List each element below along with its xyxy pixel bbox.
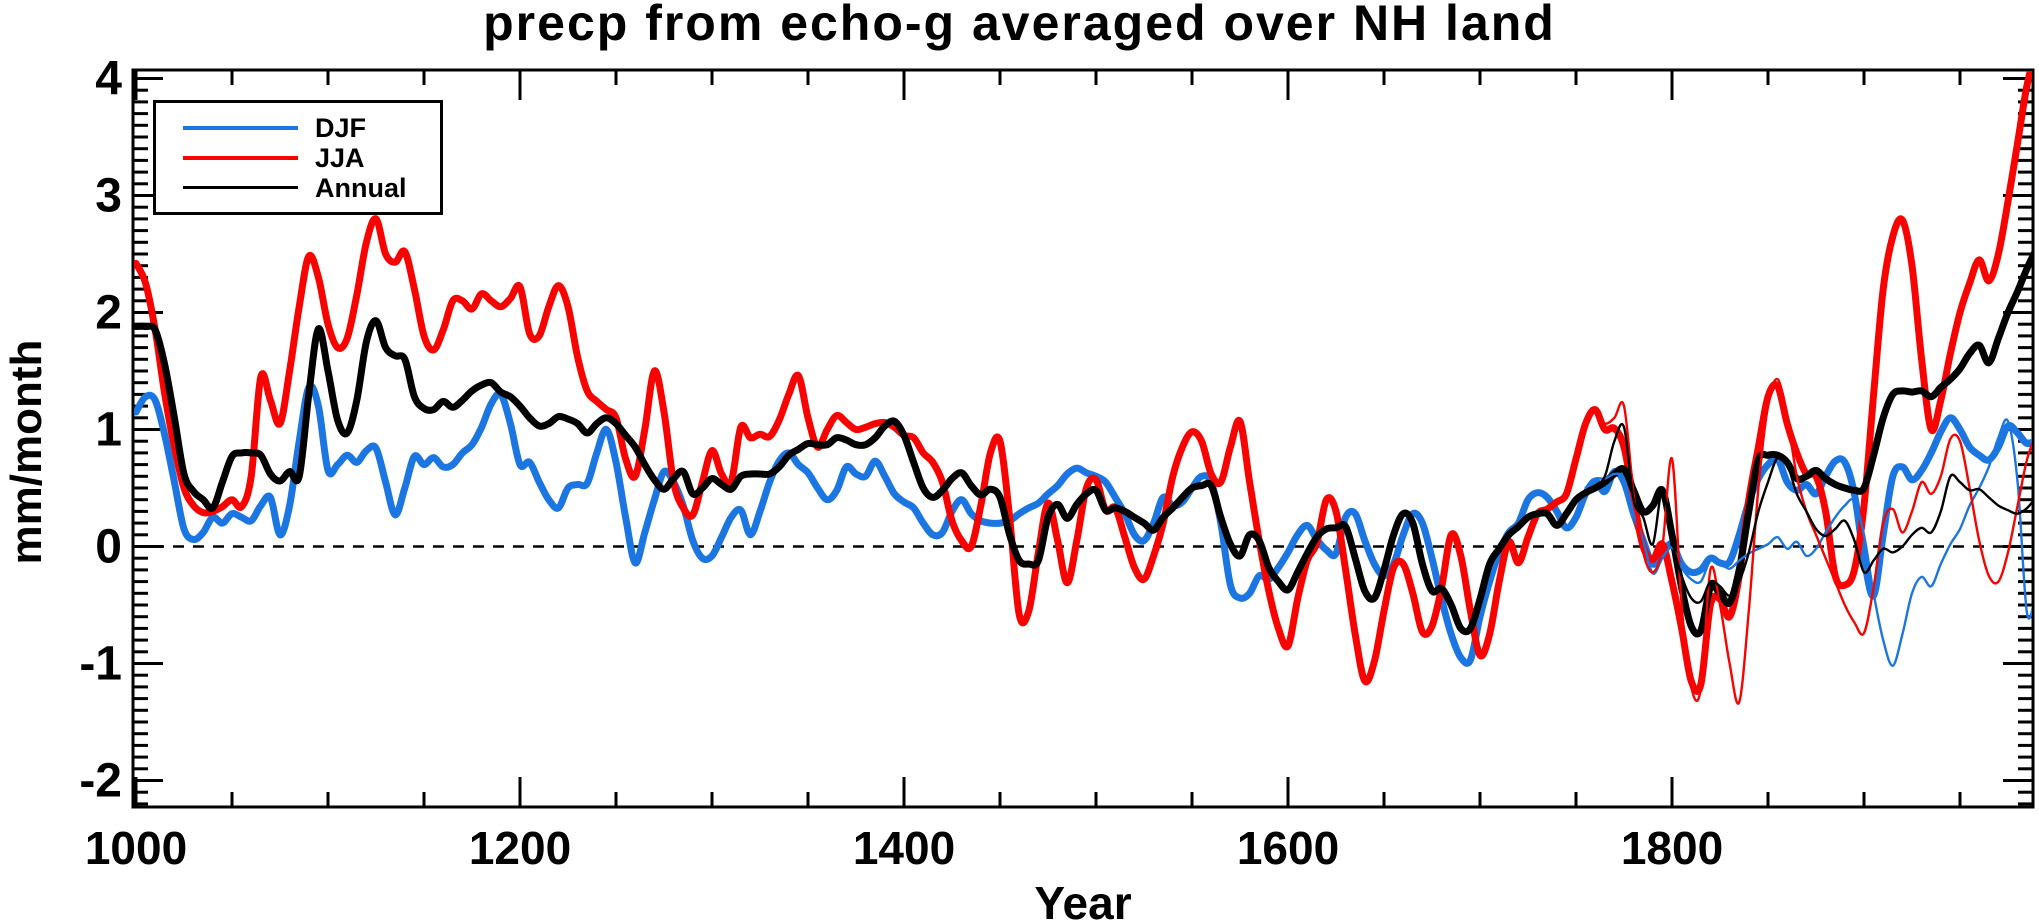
y-tick-label: 1 [95, 404, 122, 457]
x-tick-label: 1800 [1621, 822, 1723, 874]
x-tick-label: 1400 [853, 822, 955, 874]
legend-box: DJF JJA Annual [153, 100, 443, 215]
series-line-annual [134, 249, 2032, 638]
y-tick-label: -1 [79, 638, 122, 691]
legend-row-jja: JJA [156, 143, 440, 173]
series-line-djf-thin [1584, 418, 2032, 667]
y-tick-label: -2 [79, 755, 122, 808]
y-axis-title: mm/month [2, 339, 51, 565]
series-line-jja [134, 71, 2032, 695]
x-tick-label: 1200 [469, 822, 571, 874]
djf-line-swatch-icon [183, 125, 298, 130]
legend-label-djf: DJF [315, 112, 367, 143]
axis-frame [131, 68, 2035, 809]
legend-row-djf: DJF [156, 113, 440, 143]
x-tick-label: 1000 [85, 822, 187, 874]
chart-title: precp from echo-g averaged over NH land [483, 0, 1556, 51]
y-tick-label: 4 [95, 53, 122, 106]
y-tick-label: 0 [95, 521, 122, 574]
series-line-annual-thin [1584, 422, 2032, 604]
series-line-djf [134, 382, 2032, 667]
series-line-jja-thin [1584, 377, 2032, 705]
legend-label-jja: JJA [315, 142, 365, 173]
x-axis-title: Year [1034, 877, 1132, 923]
y-tick-label: 3 [95, 170, 122, 223]
legend-label-annual: Annual [315, 172, 407, 203]
jja-line-swatch-icon [183, 155, 298, 160]
annual-line-swatch-icon [183, 186, 298, 189]
y-tick-label: 2 [95, 287, 122, 340]
x-tick-label: 1600 [1237, 822, 1339, 874]
legend-row-annual: Annual [156, 173, 440, 203]
